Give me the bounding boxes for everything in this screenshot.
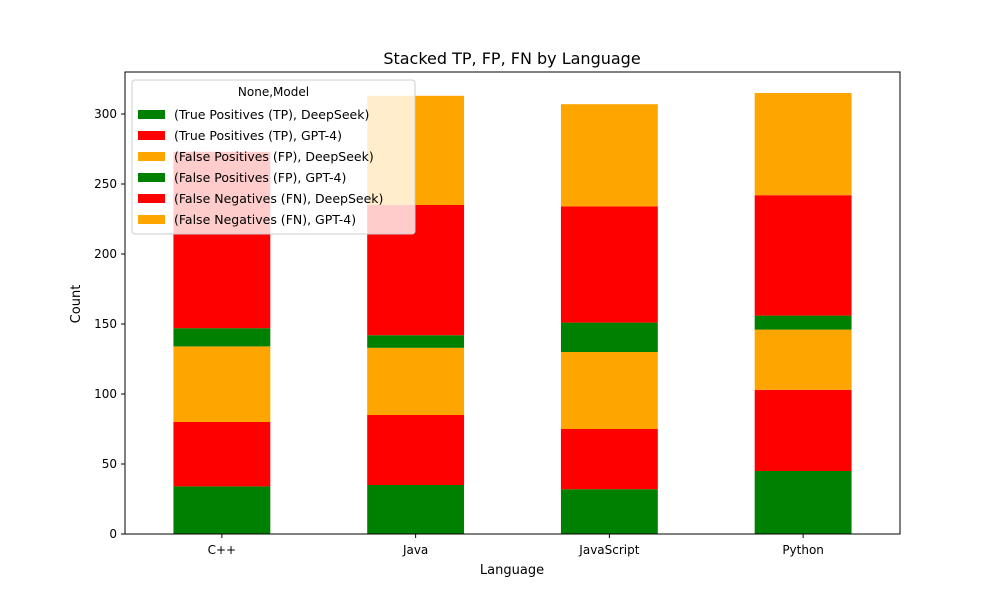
legend-swatch-6 bbox=[138, 215, 165, 224]
legend-swatch-5 bbox=[138, 194, 165, 203]
bar-segment-6-3 bbox=[560, 104, 658, 207]
legend-entry-5: (False Negatives (FN), DeepSeek) bbox=[174, 191, 383, 206]
y-tick-label-5: 200 bbox=[94, 247, 117, 261]
bar-segment-2-1 bbox=[173, 422, 271, 487]
legend-entry-3: (False Positives (FP), DeepSeek) bbox=[174, 149, 374, 164]
legend-entry-1: (True Positives (TP), DeepSeek) bbox=[174, 107, 369, 122]
bar-segment-2-4 bbox=[754, 389, 852, 471]
legend-swatch-1 bbox=[138, 110, 165, 119]
bar-segment-2-2 bbox=[367, 415, 465, 485]
x-axis-label: Language bbox=[480, 563, 544, 578]
legend-swatch-3 bbox=[138, 152, 165, 161]
x-tick-label-2: Java bbox=[402, 543, 428, 557]
bar-segment-3-1 bbox=[173, 346, 271, 422]
bar-segment-5-4 bbox=[754, 195, 852, 316]
bar-segment-1-3 bbox=[560, 489, 658, 534]
y-tick-label-2: 50 bbox=[102, 457, 117, 471]
x-tick-label-4: Python bbox=[782, 543, 824, 557]
x-tick-label-3: JavaScript bbox=[578, 543, 639, 557]
y-tick-label-4: 150 bbox=[94, 317, 117, 331]
bar-segment-6-4 bbox=[754, 93, 852, 196]
legend-entry-2: (True Positives (TP), GPT-4) bbox=[174, 128, 342, 143]
y-tick-label-6: 250 bbox=[94, 177, 117, 191]
legend: None,Model (True Positives (TP), DeepSeek… bbox=[131, 79, 416, 235]
bar-segment-5-3 bbox=[560, 206, 658, 323]
axes: 0 50 100 150 200 250 300 C++ Java JavaScript Pytho… bbox=[94, 71, 901, 557]
bar-segment-4-4 bbox=[754, 315, 852, 330]
y-axis-label: Count bbox=[69, 285, 84, 324]
bar-segment-4-2 bbox=[367, 335, 465, 348]
legend-swatch-2 bbox=[138, 131, 165, 140]
bar-segment-1-1 bbox=[173, 486, 271, 534]
plot-frame bbox=[124, 71, 901, 535]
legend-entry-4: (False Positives (FP), GPT-4) bbox=[174, 170, 346, 185]
legend-swatch-4 bbox=[138, 173, 165, 182]
chart-title: Stacked TP, FP, FN by Language bbox=[383, 49, 640, 68]
legend-box bbox=[131, 79, 416, 235]
legend-entry-6: (False Negatives (FN), GPT-4) bbox=[174, 212, 356, 227]
bar-segment-4-3 bbox=[560, 322, 658, 352]
bar-segment-2-3 bbox=[560, 429, 658, 490]
bar-segment-1-4 bbox=[754, 471, 852, 534]
bar-segment-3-4 bbox=[754, 329, 852, 390]
bar-segment-3-2 bbox=[367, 347, 465, 415]
y-tick-label-3: 100 bbox=[94, 387, 117, 401]
y-tick-label-1: 0 bbox=[109, 527, 117, 541]
y-tick-label-7: 300 bbox=[94, 107, 117, 121]
bar-segment-1-2 bbox=[367, 485, 465, 534]
bar-segment-4-1 bbox=[173, 328, 271, 347]
x-tick-label-1: C++ bbox=[208, 543, 237, 557]
legend-title: None,Model bbox=[238, 85, 309, 99]
bar-segment-3-3 bbox=[560, 352, 658, 429]
